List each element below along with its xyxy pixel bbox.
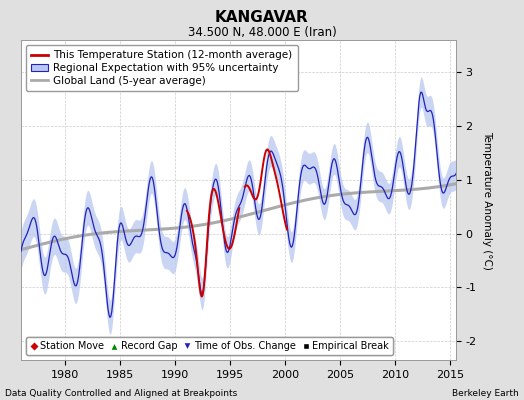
Legend: Station Move, Record Gap, Time of Obs. Change, Empirical Break: Station Move, Record Gap, Time of Obs. C… bbox=[26, 337, 393, 355]
Text: 34.500 N, 48.000 E (Iran): 34.500 N, 48.000 E (Iran) bbox=[188, 26, 336, 39]
Text: KANGAVAR: KANGAVAR bbox=[215, 10, 309, 25]
Text: Data Quality Controlled and Aligned at Breakpoints: Data Quality Controlled and Aligned at B… bbox=[5, 389, 237, 398]
Text: Berkeley Earth: Berkeley Earth bbox=[452, 389, 519, 398]
Y-axis label: Temperature Anomaly (°C): Temperature Anomaly (°C) bbox=[482, 130, 492, 270]
